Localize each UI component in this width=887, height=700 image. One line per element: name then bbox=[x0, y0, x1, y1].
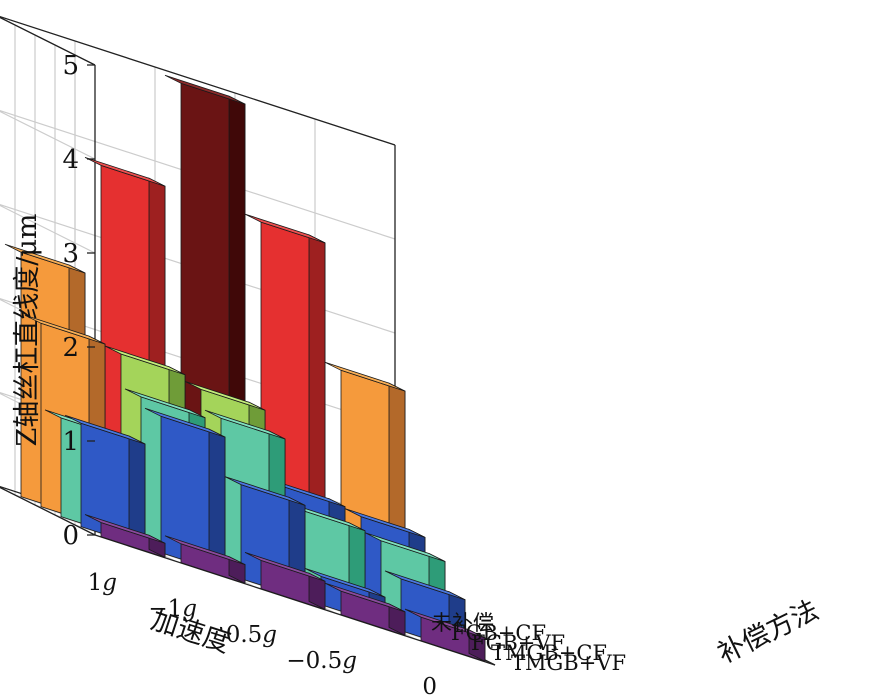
bar-top bbox=[84, 514, 166, 544]
x-tick-label: 1g bbox=[88, 570, 117, 596]
y-axis-title: 补偿方法 bbox=[713, 595, 824, 670]
x-tick-label: 0.5g bbox=[226, 622, 277, 648]
x-tick-unit: g bbox=[102, 570, 117, 596]
x-tick-label: −0.5g bbox=[286, 648, 357, 674]
x-tick-unit: g bbox=[262, 622, 277, 648]
bar bbox=[164, 535, 246, 585]
x-tick-number: −0.5 bbox=[286, 648, 342, 674]
bar-top bbox=[324, 361, 406, 392]
axis-line bbox=[0, 16, 96, 66]
bar-top bbox=[404, 608, 486, 639]
y-tick-label: FGB+VF bbox=[471, 631, 565, 655]
bar-top bbox=[304, 568, 386, 598]
bar-top bbox=[324, 582, 406, 613]
bar-top bbox=[364, 532, 446, 562]
bar-top bbox=[184, 381, 266, 411]
bar bbox=[64, 414, 146, 549]
y-tick-label: 未补偿 bbox=[431, 611, 494, 635]
y-tick-label: TMGB+CF bbox=[491, 641, 607, 665]
x-tick-number: 1 bbox=[88, 570, 103, 596]
y-tick-label: FGB+CF bbox=[451, 621, 546, 645]
x-tick-label: −1g bbox=[148, 596, 197, 622]
z-tick-label: 5 bbox=[62, 51, 79, 81]
z-axis-title: Z轴丝杠直线度/μm bbox=[12, 213, 43, 446]
bar-top bbox=[104, 345, 186, 376]
x-tick-number: 0 bbox=[422, 674, 437, 700]
axis-line bbox=[0, 486, 96, 536]
z-tick-label: 2 bbox=[62, 333, 79, 363]
z-tick-label: 3 bbox=[62, 239, 79, 269]
bar-top bbox=[64, 414, 146, 445]
x-tick-unit: g bbox=[182, 596, 197, 622]
bar-top bbox=[244, 552, 326, 582]
bars bbox=[4, 74, 486, 663]
bar bbox=[144, 407, 226, 575]
bar-top bbox=[144, 407, 226, 438]
x-tick-unit: g bbox=[342, 648, 357, 674]
bar bbox=[244, 552, 326, 611]
bar-top bbox=[124, 388, 206, 419]
z-tick-label: 4 bbox=[62, 145, 79, 175]
axis-line bbox=[0, 15, 396, 146]
bar-top bbox=[84, 157, 166, 187]
bar-top bbox=[244, 213, 326, 244]
bar bbox=[84, 514, 166, 559]
x-tick-label: 0 bbox=[422, 674, 437, 700]
grid-line bbox=[0, 109, 396, 240]
y-tick-label: TMGB+VF bbox=[511, 651, 626, 675]
bar-top bbox=[204, 409, 286, 440]
bar-top bbox=[224, 476, 306, 506]
bar-top bbox=[164, 535, 246, 565]
z-tick-label: 1 bbox=[62, 427, 79, 457]
x-tick-number: −1 bbox=[148, 596, 182, 622]
bar-top bbox=[344, 508, 426, 538]
bar-top bbox=[24, 314, 106, 345]
bar-top bbox=[164, 74, 246, 105]
bar bbox=[404, 608, 486, 663]
z-tick-label: 0 bbox=[62, 521, 79, 551]
bar bbox=[324, 582, 406, 637]
bar-top bbox=[4, 243, 86, 274]
bar-top bbox=[384, 570, 466, 601]
x-tick-number: 0.5 bbox=[226, 622, 263, 648]
